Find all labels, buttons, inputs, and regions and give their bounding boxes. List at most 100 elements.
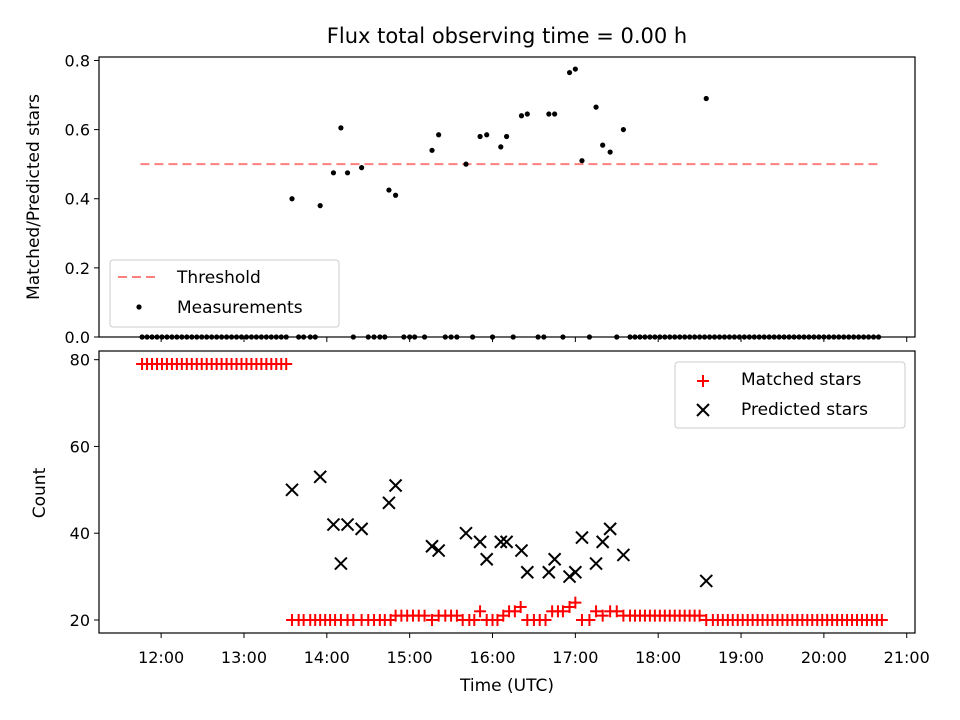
predicted-stars-point <box>479 552 494 566</box>
matched-stars-point <box>474 605 487 618</box>
bottom-legend: Matched stars Predicted stars <box>674 361 906 429</box>
bottom-y-tick-label: 60 <box>70 437 90 456</box>
predicted-stars-point <box>520 565 535 579</box>
measurement-point <box>338 125 344 131</box>
x-tick-label: 15:00 <box>387 648 433 667</box>
predicted-stars-point <box>285 483 299 497</box>
legend-predicted-label: Predicted stars <box>741 400 868 420</box>
measurement-point <box>552 111 558 117</box>
matched-stars-point <box>418 609 431 622</box>
predicted-stars-point <box>425 539 439 553</box>
predicted-stars-point <box>595 535 610 549</box>
predicted-stars-point <box>334 556 348 571</box>
measurement-point <box>498 144 504 150</box>
legend-matched-label: Matched stars <box>741 370 861 390</box>
measurement-point <box>503 133 510 140</box>
predicted-stars-point <box>459 526 473 540</box>
x-tick-label: 20:00 <box>801 648 847 667</box>
bottom-axes-frame <box>98 350 916 634</box>
measurement-point <box>572 66 578 72</box>
predicted-stars-point <box>589 556 603 571</box>
measurement-point <box>463 161 469 167</box>
x-tick-label: 12:00 <box>138 648 184 667</box>
matched-stars-point <box>693 609 706 622</box>
predicted-stars-point <box>431 543 446 558</box>
matched-stars-point <box>583 613 596 626</box>
predicted-stars-point <box>562 569 577 584</box>
top-y-tick-label: 0.4 <box>65 190 90 209</box>
predicted-stars-point <box>313 470 327 484</box>
top-y-axis-label: Matched/Predicted stars <box>24 94 44 300</box>
predicted-stars-point <box>575 530 589 545</box>
legend-measurements-swatch <box>136 304 142 310</box>
predicted-stars-point <box>616 548 631 562</box>
predicted-stars-point <box>494 535 508 549</box>
measurement-point <box>546 111 552 117</box>
predicted-stars-point <box>542 565 556 579</box>
bottom-y-tick-label: 40 <box>70 524 90 543</box>
measurement-point <box>703 95 709 102</box>
matched-stars-point <box>539 613 552 626</box>
predicted-stars-point <box>499 535 514 549</box>
chart-title: Flux total observing time = 0.00 h <box>327 24 687 48</box>
matched-stars-point <box>426 613 439 626</box>
x-tick-label: 19:00 <box>718 648 764 667</box>
measurement-point <box>579 158 585 164</box>
predicted-stars-point <box>326 517 341 532</box>
x-tick-label: 18:00 <box>635 648 681 667</box>
matched-stars-point <box>569 596 582 609</box>
measurement-point <box>436 132 442 138</box>
predicted-stars-point <box>514 543 529 558</box>
x-tick-label: 16:00 <box>469 648 515 667</box>
top-legend: Threshold Measurements <box>109 259 340 328</box>
legend-measurements-label: Measurements <box>177 298 303 318</box>
bottom-y-tick-label: 80 <box>70 351 90 370</box>
top-panel: 0.00.20.40.60.8 Matched/Predicted stars … <box>24 51 916 347</box>
top-y-tick-label: 0.0 <box>65 328 90 347</box>
matched-stars-point <box>468 613 481 626</box>
matched-stars-point <box>280 358 293 371</box>
measurement-point <box>518 113 525 119</box>
measurement-point <box>392 192 399 198</box>
x-tick-label: 21:00 <box>884 648 930 667</box>
measurement-point <box>289 196 295 202</box>
measurement-point <box>607 149 613 155</box>
measurement-point <box>566 69 573 76</box>
top-y-tick-label: 0.8 <box>65 51 90 70</box>
predicted-stars-point <box>354 522 369 536</box>
top-axes-frame <box>98 56 916 338</box>
x-tick-label: 14:00 <box>304 648 350 667</box>
measurement-point <box>620 126 626 133</box>
x-tick-label: 17:00 <box>552 648 598 667</box>
measurement-point <box>600 142 606 148</box>
measurement-point <box>330 170 337 176</box>
x-tick-label: 13:00 <box>221 648 267 667</box>
predicted-stars-point <box>568 565 583 579</box>
measurement-point <box>593 104 599 110</box>
top-y-tick-label: 0.2 <box>65 259 90 278</box>
measurement-point <box>477 133 483 140</box>
matched-stars-point <box>514 600 527 613</box>
bottom-y-tick-label: 20 <box>70 611 90 630</box>
predicted-stars-point <box>603 522 617 536</box>
legend-predicted-swatch <box>696 403 710 417</box>
measurement-point <box>386 187 392 193</box>
legend-threshold-label: Threshold <box>176 268 261 288</box>
measurement-point <box>484 132 490 138</box>
legend-matched-swatch <box>697 375 709 387</box>
predicted-stars-point <box>473 535 487 549</box>
matched-stars-point <box>596 609 609 622</box>
predicted-stars-point <box>547 552 562 566</box>
measurement-point <box>344 170 351 176</box>
x-axis-label: Time (UTC) <box>459 676 554 696</box>
predicted-stars-point <box>340 517 355 532</box>
top-y-tick-label: 0.6 <box>65 121 90 140</box>
bottom-panel: 20 40 60 80 Count Matched stars Predicted s… <box>30 350 916 634</box>
measurement-point <box>524 111 530 117</box>
measurement-point <box>429 147 435 153</box>
matched-stars-point <box>875 613 888 626</box>
predicted-stars-point <box>388 478 403 493</box>
measurement-point <box>359 165 365 171</box>
predicted-stars-point <box>382 496 396 510</box>
